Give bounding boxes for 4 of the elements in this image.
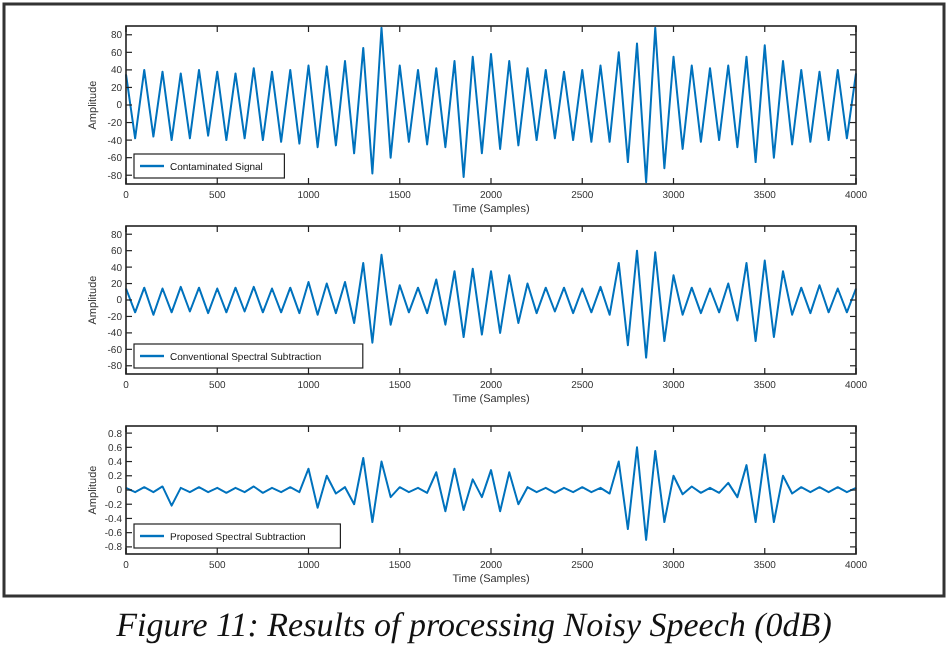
line-series	[125, 26, 857, 184]
caption: Figure 11: Results of processing Noisy Speech (0dB)	[114, 606, 833, 644]
line-series	[125, 446, 857, 541]
line-series	[125, 249, 857, 359]
